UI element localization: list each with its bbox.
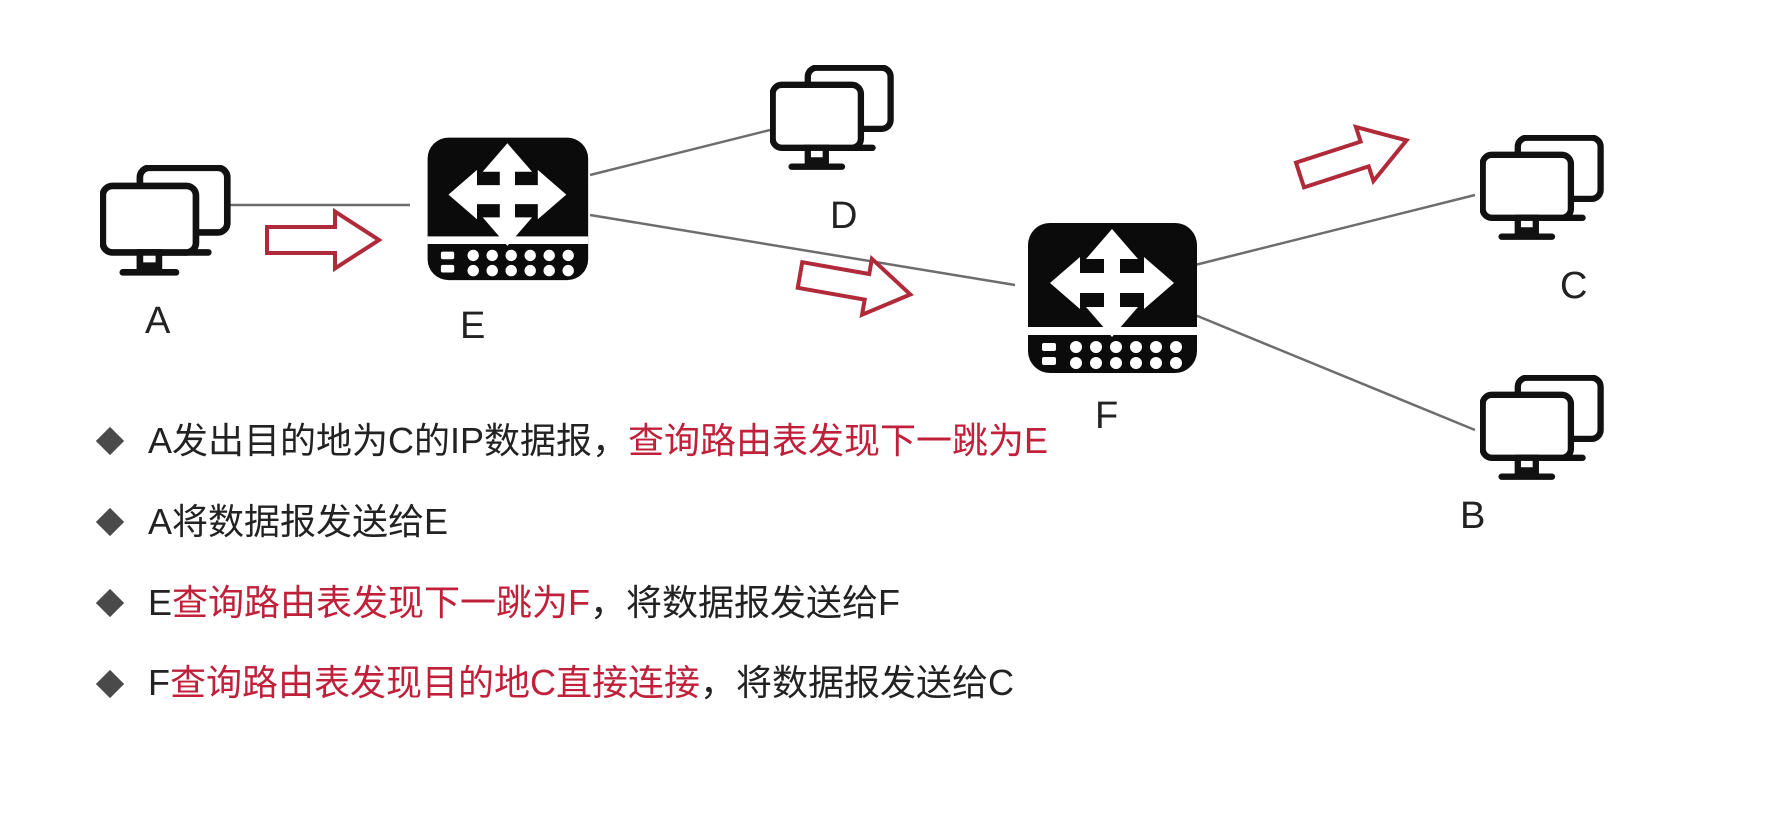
arrow-A-E xyxy=(267,212,379,269)
bullet-diamond-icon xyxy=(96,427,124,455)
host-a-icon xyxy=(100,165,233,284)
bullet-diamond-icon xyxy=(96,508,124,536)
label-d: D xyxy=(830,195,857,238)
network-link xyxy=(590,130,770,175)
bullet-item: F查询路由表发现目的地C直接连接，将数据报发送给C xyxy=(100,660,1300,707)
bullet-item: E查询路由表发现下一跳为F，将数据报发送给F xyxy=(100,580,1300,627)
router-f-icon xyxy=(1020,215,1205,385)
label-c: C xyxy=(1560,265,1587,308)
network-link xyxy=(1195,315,1475,430)
bullet-text: F查询路由表发现目的地C直接连接，将数据报发送给C xyxy=(148,660,1014,707)
bullet-text: E查询路由表发现下一跳为F，将数据报发送给F xyxy=(148,580,900,627)
network-link xyxy=(590,215,1015,285)
bullet-item: A发出目的地为C的IP数据报，查询路由表发现下一跳为E xyxy=(100,418,1300,465)
arrow-E-F xyxy=(795,247,915,322)
bullet-text: A发出目的地为C的IP数据报，查询路由表发现下一跳为E xyxy=(148,418,1048,465)
host-b-icon xyxy=(1480,375,1606,488)
arrow-F-C xyxy=(1291,113,1415,202)
host-c-icon xyxy=(1480,135,1606,248)
router-e-icon xyxy=(420,130,596,292)
bullet-diamond-icon xyxy=(96,670,124,698)
label-a: A xyxy=(145,300,170,343)
label-b: B xyxy=(1460,495,1485,538)
bullet-item: A将数据报发送给E xyxy=(100,499,1300,546)
network-link xyxy=(1195,195,1475,265)
explanation-bullets: A发出目的地为C的IP数据报，查询路由表发现下一跳为E A将数据报发送给E E查询路… xyxy=(100,418,1300,741)
label-e: E xyxy=(460,305,485,348)
host-d-icon xyxy=(770,65,896,178)
bullet-text: A将数据报发送给E xyxy=(148,499,448,546)
bullet-diamond-icon xyxy=(96,589,124,617)
